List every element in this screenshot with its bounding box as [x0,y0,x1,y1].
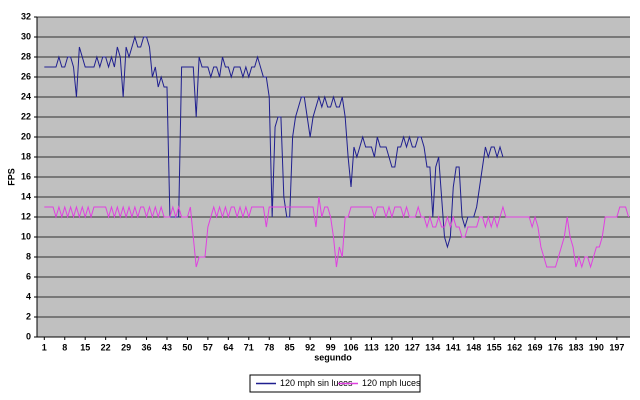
x-tick-label: 113 [364,342,379,352]
y-tick-label: 18 [21,151,31,161]
x-tick-label: 197 [609,342,624,352]
x-tick-label: 8 [62,342,67,352]
x-tick-label: 99 [326,342,336,352]
x-tick-label: 92 [305,342,315,352]
x-tick-label: 120 [384,342,399,352]
y-tick-label: 0 [26,331,31,341]
x-tick-label: 190 [589,342,604,352]
y-tick-label: 2 [26,311,31,321]
x-tick-label: 71 [244,342,254,352]
y-tick-label: 4 [26,291,31,301]
series-line [44,196,630,269]
x-tick-label: 64 [223,342,233,352]
x-axis-label: segundo [314,352,352,362]
y-tick-label: 10 [21,231,31,241]
x-tick-label: 148 [466,342,481,352]
y-tick-label: 32 [21,11,31,21]
series-line [44,35,504,249]
legend-box [249,374,421,393]
x-tick-label: 169 [528,342,543,352]
x-tick-label: 15 [80,342,90,352]
y-tick-label: 28 [21,51,31,61]
legend-label: 120 mph sin luces [280,378,353,388]
y-tick-label: 6 [26,271,31,281]
x-tick-label: 183 [568,342,583,352]
x-tick-label: 155 [487,342,502,352]
y-tick-label: 26 [21,71,31,81]
y-tick-label: 22 [21,111,31,121]
x-tick-label: 162 [507,342,522,352]
y-axis-label: FPS [6,168,16,186]
x-tick-label: 22 [101,342,111,352]
x-tick-label: 106 [344,342,359,352]
x-tick-label: 36 [142,342,152,352]
x-tick-label: 50 [182,342,192,352]
legend-label: 120 mph luces [362,378,421,388]
x-tick-label: 134 [425,342,440,352]
x-tick-label: 57 [203,342,213,352]
x-tick-label: 29 [121,342,131,352]
x-tick-label: 43 [162,342,172,352]
y-tick-label: 20 [21,131,31,141]
y-tick-label: 8 [26,251,31,261]
x-tick-label: 78 [264,342,274,352]
y-tick-label: 14 [21,191,31,201]
y-tick-label: 12 [21,211,31,221]
x-tick-label: 127 [405,342,420,352]
y-tick-label: 16 [21,171,31,181]
x-tick-label: 141 [446,342,461,352]
x-tick-label: 85 [285,342,295,352]
y-tick-label: 24 [21,91,31,101]
x-tick-label: 176 [548,342,563,352]
x-tick-label: 1 [42,342,47,352]
y-tick-label: 30 [21,31,31,41]
